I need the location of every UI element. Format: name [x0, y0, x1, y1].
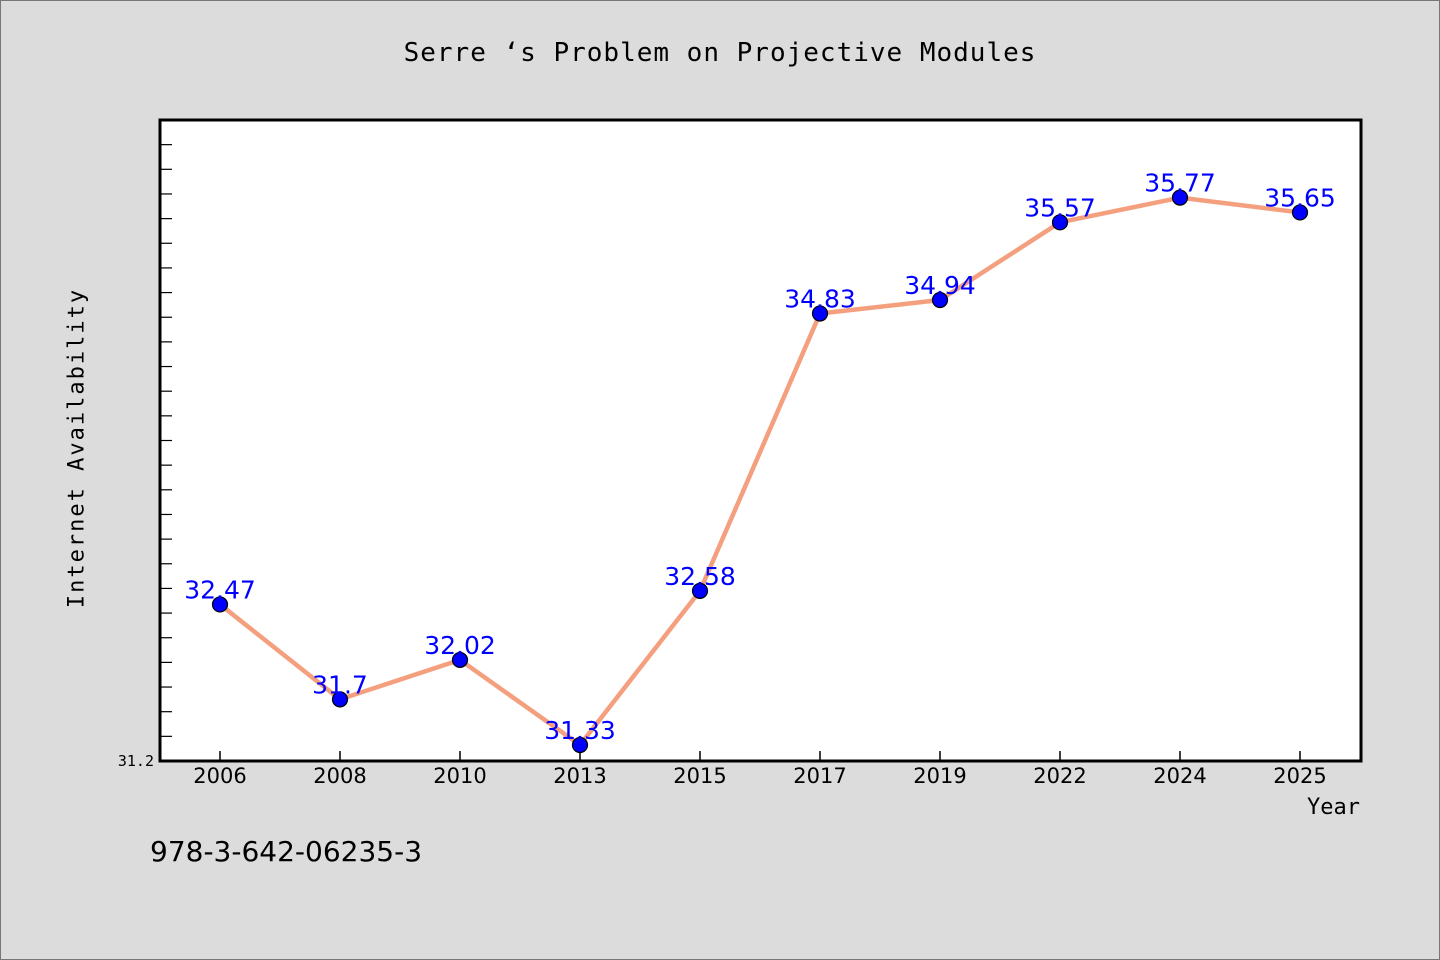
data-label: 31.33: [544, 716, 616, 745]
x-tick-label: 2010: [433, 764, 486, 788]
x-tick-label: 2006: [193, 764, 246, 788]
data-point: [211, 596, 229, 613]
x-tick-label: 2015: [673, 764, 726, 788]
data-label: 35.65: [1264, 183, 1336, 212]
data-point: [1171, 189, 1189, 206]
x-tick-label: 2013: [553, 764, 606, 788]
data-point: [331, 691, 349, 708]
data-point: [931, 291, 949, 309]
data-point: [691, 582, 709, 599]
series-line: [217, 195, 1303, 748]
data-point: [1291, 204, 1309, 221]
footnote-isbn: 978-3-642-06235-3: [150, 835, 423, 868]
data-point: [1051, 214, 1069, 231]
data-point: [571, 736, 589, 754]
x-tick-label: 2017: [793, 764, 846, 788]
data-label: 35.77: [1144, 169, 1216, 198]
data-label: 35.57: [1024, 193, 1096, 222]
data-label: 31.7: [312, 670, 368, 699]
data-label: 34.94: [904, 271, 976, 300]
data-point: [811, 305, 829, 322]
data-label: 32.47: [184, 575, 256, 604]
data-label: 32.02: [424, 631, 496, 660]
data-point: [451, 651, 469, 669]
x-tick-label: 2022: [1033, 764, 1086, 788]
chart-title: Serre ‘s Problem on Projective Modules: [403, 38, 1037, 68]
data-label: 32.58: [664, 562, 736, 591]
plot-area: [158, 118, 1363, 763]
y-tick-label: 31.2: [118, 752, 154, 770]
data-label: 34.83: [784, 285, 856, 314]
x-tick-label: 2025: [1273, 764, 1326, 788]
x-tick-label: 2024: [1153, 764, 1206, 788]
x-axis-label: Year: [1307, 795, 1360, 820]
x-tick-label: 2008: [313, 764, 366, 788]
x-tick-label: 2019: [913, 764, 966, 788]
